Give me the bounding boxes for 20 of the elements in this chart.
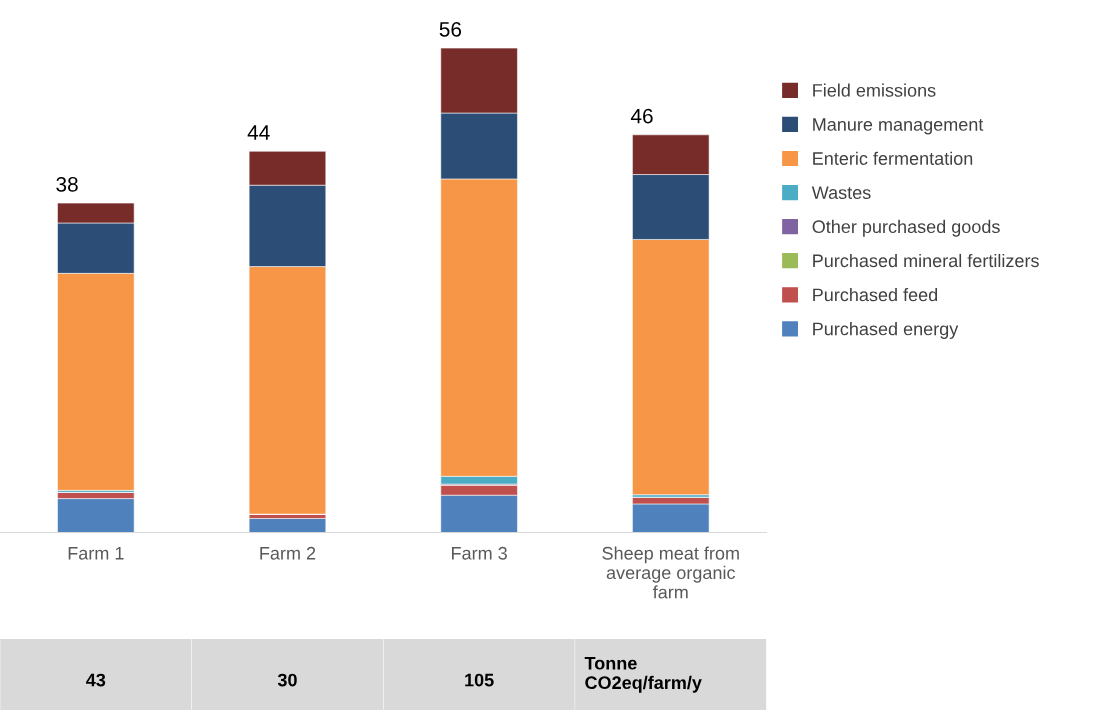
legend-label: Purchased energy — [813, 322, 959, 339]
x-tick-label: Sheep meat from average organic farm — [602, 546, 739, 599]
x-tick-label: Farm 2 — [260, 546, 316, 560]
text: 43 — [86, 673, 106, 687]
x-tick-label: Farm 3 — [452, 546, 507, 560]
legend-label: Manure management — [813, 118, 984, 135]
annotation: 38 — [56, 176, 78, 192]
annotation: 56 — [439, 21, 462, 37]
legend-label: Wastes — [811, 186, 871, 200]
legend-label: Field emissions — [813, 83, 936, 97]
legend-label: Other purchased goods — [812, 219, 1000, 237]
legend-label: Enteric fermentation — [813, 151, 973, 165]
text: Tonne CO2eq/farm/y — [584, 657, 702, 693]
x-tick-label: Farm 1 — [68, 547, 124, 560]
annotation: 46 — [630, 108, 653, 124]
legend-label: Purchased feed — [813, 287, 938, 302]
legend-label: Purchased mineral fertilizers — [813, 253, 1039, 268]
text: 105 — [465, 673, 494, 687]
text: 30 — [277, 673, 297, 687]
annotation: 44 — [247, 125, 270, 140]
